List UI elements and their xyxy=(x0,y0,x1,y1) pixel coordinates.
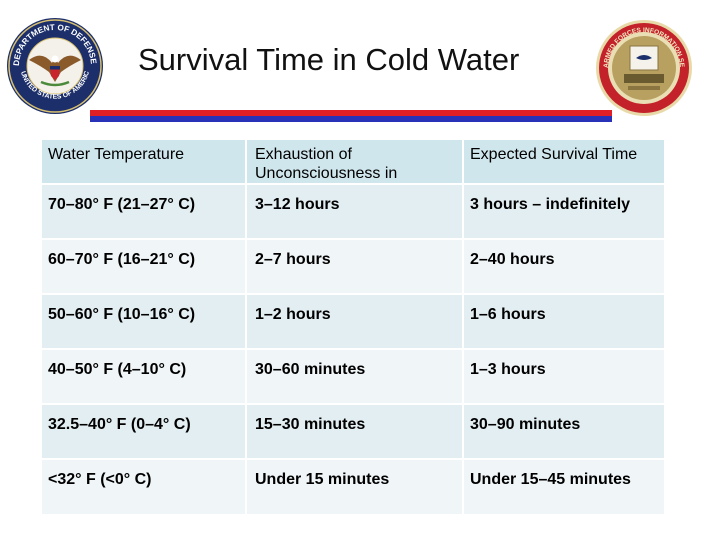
cell-temperature: 70–80° F (21–27° C) xyxy=(40,183,247,240)
table-row: <32° F (<0° C) Under 15 minutes Under 15… xyxy=(40,458,666,516)
cell-survival: 3 hours – indefinitely xyxy=(462,183,666,240)
cell-exhaustion: 1–2 hours xyxy=(245,293,464,350)
cell-survival: 1–3 hours xyxy=(462,348,666,405)
table-row: 70–80° F (21–27° C) 3–12 hours 3 hours –… xyxy=(40,183,666,240)
cell-exhaustion: 30–60 minutes xyxy=(245,348,464,405)
title-rule-red xyxy=(90,110,612,116)
dod-seal-icon: DEPARTMENT OF DEFENSE UNITED STATES OF A… xyxy=(5,16,103,114)
cell-survival: 1–6 hours xyxy=(462,293,666,350)
page-title: Survival Time in Cold Water xyxy=(138,42,520,77)
cell-exhaustion: 2–7 hours xyxy=(245,238,464,295)
title-rule-blue xyxy=(90,116,612,122)
cell-temperature: 50–60° F (10–16° C) xyxy=(40,293,247,350)
cell-temperature: 32.5–40° F (0–4° C) xyxy=(40,403,247,460)
cell-survival: 2–40 hours xyxy=(462,238,666,295)
cell-exhaustion: 3–12 hours xyxy=(245,183,464,240)
table-row: 40–50° F (4–10° C) 30–60 minutes 1–3 hou… xyxy=(40,348,666,405)
table-row: 60–70° F (16–21° C) 2–7 hours 2–40 hours xyxy=(40,238,666,295)
table-row: 32.5–40° F (0–4° C) 15–30 minutes 30–90 … xyxy=(40,403,666,460)
header-survival-time: Expected Survival Time xyxy=(462,138,666,185)
cell-temperature: 40–50° F (4–10° C) xyxy=(40,348,247,405)
table-header-row: Water Temperature Exhaustion of Unconsci… xyxy=(40,138,666,185)
table-row: 50–60° F (10–16° C) 1–2 hours 1–6 hours xyxy=(40,293,666,350)
survival-time-table: Water Temperature Exhaustion of Unconsci… xyxy=(40,138,666,516)
cell-survival: Under 15–45 minutes xyxy=(462,458,666,516)
cell-temperature: 60–70° F (16–21° C) xyxy=(40,238,247,295)
cell-exhaustion: 15–30 minutes xyxy=(245,403,464,460)
header-exhaustion: Exhaustion of Unconsciousness in xyxy=(245,138,464,185)
afis-seal-icon: ARMED FORCES INFORMATION SERVICE xyxy=(594,18,692,116)
cell-exhaustion: Under 15 minutes xyxy=(245,458,464,516)
cell-temperature: <32° F (<0° C) xyxy=(40,458,247,516)
header-water-temperature: Water Temperature xyxy=(40,138,247,185)
cell-survival: 30–90 minutes xyxy=(462,403,666,460)
